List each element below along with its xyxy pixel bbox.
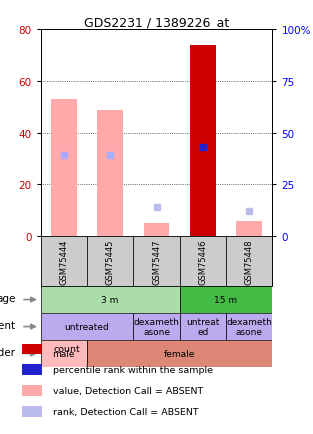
Bar [180, 237, 226, 286]
Bar [41, 313, 133, 340]
Text: percentile rank within the sample: percentile rank within the sample [53, 365, 213, 374]
Bar [41, 237, 87, 286]
Text: dexameth
asone: dexameth asone [134, 317, 179, 336]
Bar [226, 313, 272, 340]
Bar [236, 221, 262, 237]
Text: male: male [53, 349, 75, 358]
Bar [41, 340, 87, 367]
Bar [133, 313, 180, 340]
Text: age: age [0, 293, 15, 303]
Text: GSM75444: GSM75444 [59, 239, 68, 284]
Text: gender: gender [0, 347, 15, 357]
Bar [226, 237, 272, 286]
Bar [22, 344, 42, 354]
Bar [22, 385, 42, 396]
Title: GDS2231 / 1389226_at: GDS2231 / 1389226_at [84, 16, 229, 29]
Text: agent: agent [0, 320, 15, 330]
Bar [190, 46, 216, 237]
Bar [144, 224, 169, 237]
Bar [22, 406, 42, 417]
Text: female: female [164, 349, 195, 358]
Bar [133, 237, 180, 286]
Text: untreat
ed: untreat ed [186, 317, 219, 336]
Bar [22, 365, 42, 375]
Bar [87, 237, 133, 286]
Bar [41, 286, 180, 313]
Text: count: count [53, 345, 80, 353]
Text: 3 m: 3 m [101, 296, 119, 304]
Text: untreated: untreated [65, 322, 109, 331]
Text: 15 m: 15 m [214, 296, 238, 304]
Bar [51, 100, 77, 237]
Bar [87, 340, 272, 367]
Text: GSM75448: GSM75448 [245, 239, 254, 284]
Text: value, Detection Call = ABSENT: value, Detection Call = ABSENT [53, 386, 203, 395]
Text: GSM75446: GSM75446 [198, 239, 207, 284]
Text: GSM75447: GSM75447 [152, 239, 161, 284]
Bar [180, 313, 226, 340]
Text: dexameth
asone: dexameth asone [226, 317, 272, 336]
Text: rank, Detection Call = ABSENT: rank, Detection Call = ABSENT [53, 407, 199, 416]
Text: GSM75445: GSM75445 [106, 239, 115, 284]
Bar [97, 110, 123, 237]
Bar [180, 286, 272, 313]
